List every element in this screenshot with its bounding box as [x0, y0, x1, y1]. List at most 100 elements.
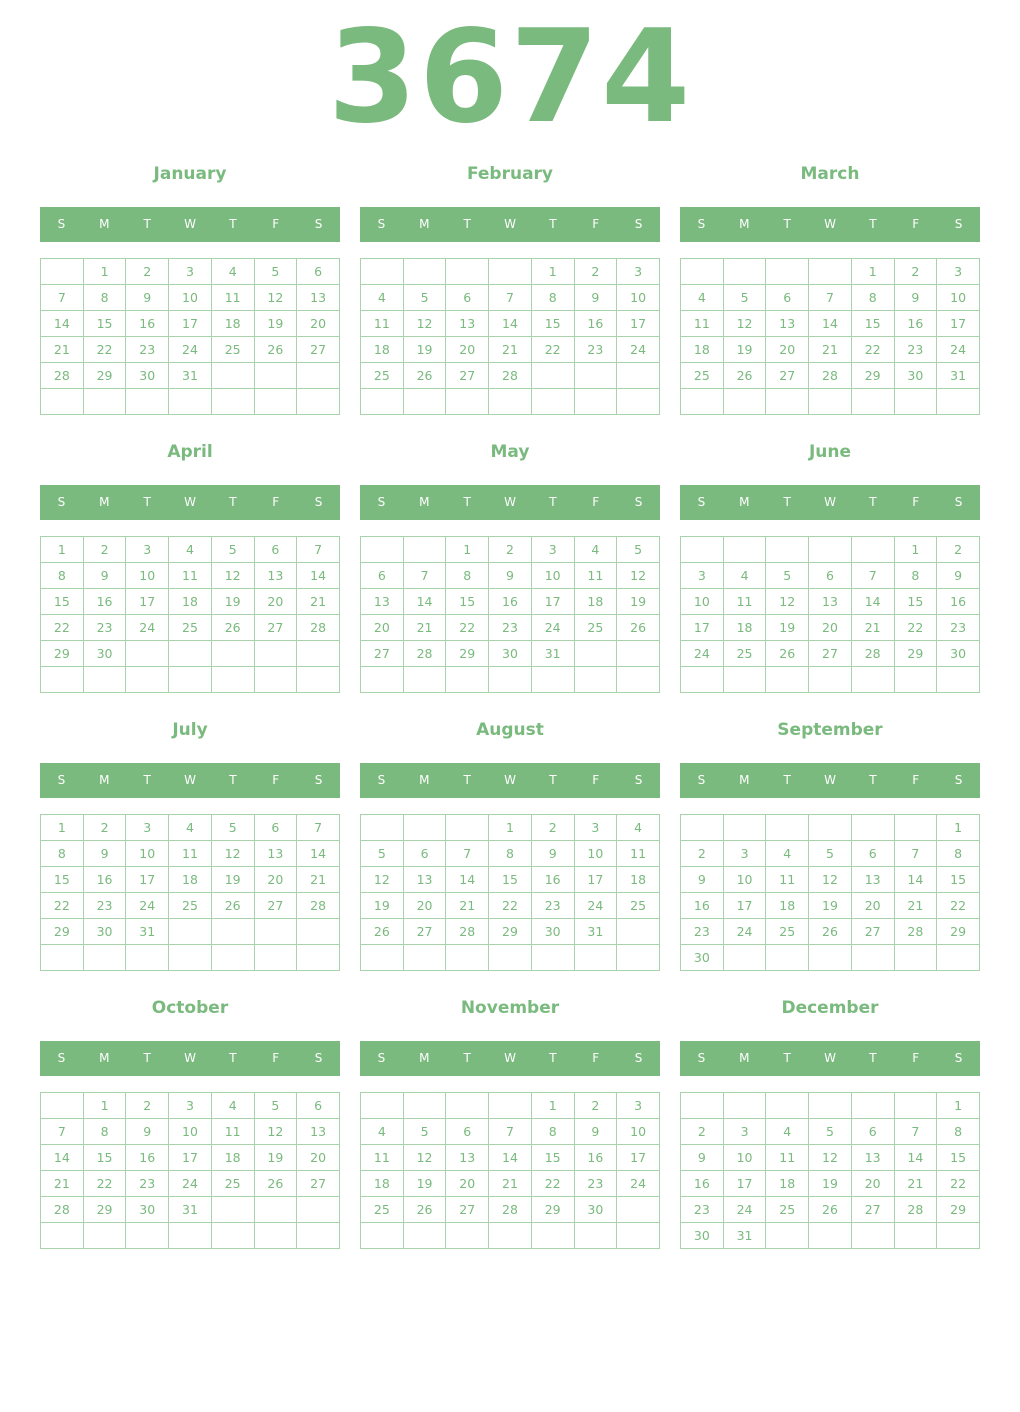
day-cell[interactable]: 24 — [168, 336, 212, 363]
day-cell[interactable]: 14 — [402, 588, 447, 615]
day-cell[interactable]: 16 — [936, 588, 980, 615]
day-cell[interactable]: 9 — [680, 1144, 724, 1171]
day-cell[interactable]: 26 — [402, 1196, 447, 1223]
day-cell[interactable]: 19 — [360, 892, 404, 919]
day-cell[interactable]: 26 — [360, 918, 404, 945]
day-cell[interactable]: 1 — [530, 258, 575, 285]
day-cell[interactable]: 18 — [360, 336, 404, 363]
day-cell[interactable]: 23 — [573, 336, 618, 363]
day-cell[interactable]: 27 — [402, 918, 447, 945]
day-cell[interactable]: 15 — [936, 1144, 980, 1171]
day-cell[interactable]: 12 — [360, 866, 404, 893]
day-cell[interactable]: 11 — [360, 1144, 404, 1171]
day-cell[interactable]: 30 — [680, 944, 724, 971]
day-cell[interactable]: 24 — [125, 892, 170, 919]
day-cell[interactable]: 12 — [402, 1144, 447, 1171]
day-cell[interactable]: 19 — [808, 892, 852, 919]
day-cell[interactable]: 14 — [850, 588, 895, 615]
day-cell[interactable]: 8 — [530, 1118, 575, 1145]
day-cell[interactable]: 10 — [616, 1118, 660, 1145]
day-cell[interactable]: 28 — [40, 1196, 84, 1223]
day-cell[interactable]: 9 — [530, 840, 575, 867]
day-cell[interactable]: 24 — [573, 892, 618, 919]
day-cell[interactable]: 17 — [168, 310, 212, 337]
day-cell[interactable]: 10 — [125, 562, 170, 589]
day-cell[interactable]: 18 — [765, 1170, 810, 1197]
day-cell[interactable]: 5 — [402, 284, 447, 311]
day-cell[interactable]: 30 — [125, 362, 170, 389]
day-cell[interactable]: 27 — [360, 640, 404, 667]
day-cell[interactable]: 16 — [82, 866, 127, 893]
day-cell[interactable]: 6 — [850, 840, 895, 867]
day-cell[interactable]: 1 — [40, 814, 84, 841]
day-cell[interactable]: 15 — [82, 310, 127, 337]
day-cell[interactable]: 5 — [616, 536, 660, 563]
day-cell[interactable]: 9 — [680, 866, 724, 893]
day-cell[interactable]: 15 — [530, 1144, 575, 1171]
day-cell[interactable]: 9 — [82, 840, 127, 867]
day-cell[interactable]: 11 — [360, 310, 404, 337]
day-cell[interactable]: 20 — [360, 614, 404, 641]
day-cell[interactable]: 18 — [722, 614, 767, 641]
day-cell[interactable]: 23 — [125, 336, 170, 363]
day-cell[interactable]: 9 — [82, 562, 127, 589]
day-cell[interactable]: 10 — [680, 588, 724, 615]
day-cell[interactable]: 14 — [296, 562, 340, 589]
day-cell[interactable]: 17 — [616, 310, 660, 337]
day-cell[interactable]: 1 — [850, 258, 895, 285]
day-cell[interactable]: 4 — [168, 814, 212, 841]
day-cell[interactable]: 29 — [40, 918, 84, 945]
day-cell[interactable]: 19 — [253, 310, 298, 337]
day-cell[interactable]: 21 — [808, 336, 852, 363]
day-cell[interactable]: 11 — [573, 562, 618, 589]
day-cell[interactable]: 6 — [445, 1118, 490, 1145]
day-cell[interactable]: 3 — [125, 536, 170, 563]
day-cell[interactable]: 28 — [893, 918, 938, 945]
day-cell[interactable]: 25 — [573, 614, 618, 641]
day-cell[interactable]: 15 — [40, 866, 84, 893]
day-cell[interactable]: 5 — [210, 536, 255, 563]
day-cell[interactable]: 11 — [168, 562, 212, 589]
day-cell[interactable]: 29 — [530, 1196, 575, 1223]
day-cell[interactable]: 15 — [530, 310, 575, 337]
day-cell[interactable]: 3 — [168, 1092, 212, 1119]
day-cell[interactable]: 31 — [573, 918, 618, 945]
day-cell[interactable]: 23 — [893, 336, 938, 363]
day-cell[interactable]: 18 — [680, 336, 724, 363]
day-cell[interactable]: 3 — [936, 258, 980, 285]
day-cell[interactable]: 31 — [125, 918, 170, 945]
day-cell[interactable]: 17 — [530, 588, 575, 615]
day-cell[interactable]: 15 — [936, 866, 980, 893]
day-cell[interactable]: 1 — [82, 258, 127, 285]
day-cell[interactable]: 3 — [722, 840, 767, 867]
day-cell[interactable]: 20 — [253, 588, 298, 615]
day-cell[interactable]: 17 — [125, 866, 170, 893]
day-cell[interactable]: 11 — [210, 284, 255, 311]
day-cell[interactable]: 24 — [722, 918, 767, 945]
day-cell[interactable]: 9 — [936, 562, 980, 589]
day-cell[interactable]: 12 — [210, 840, 255, 867]
day-cell[interactable]: 18 — [168, 866, 212, 893]
day-cell[interactable]: 14 — [445, 866, 490, 893]
day-cell[interactable]: 5 — [722, 284, 767, 311]
day-cell[interactable]: 23 — [125, 1170, 170, 1197]
day-cell[interactable]: 25 — [616, 892, 660, 919]
day-cell[interactable]: 7 — [850, 562, 895, 589]
day-cell[interactable]: 24 — [936, 336, 980, 363]
day-cell[interactable]: 22 — [936, 1170, 980, 1197]
day-cell[interactable]: 30 — [530, 918, 575, 945]
day-cell[interactable]: 26 — [616, 614, 660, 641]
day-cell[interactable]: 16 — [82, 588, 127, 615]
day-cell[interactable]: 16 — [125, 1144, 170, 1171]
day-cell[interactable]: 6 — [445, 284, 490, 311]
day-cell[interactable]: 6 — [850, 1118, 895, 1145]
day-cell[interactable]: 22 — [530, 1170, 575, 1197]
day-cell[interactable]: 4 — [616, 814, 660, 841]
day-cell[interactable]: 6 — [808, 562, 852, 589]
day-cell[interactable]: 18 — [168, 588, 212, 615]
day-cell[interactable]: 31 — [936, 362, 980, 389]
day-cell[interactable]: 21 — [40, 1170, 84, 1197]
day-cell[interactable]: 18 — [616, 866, 660, 893]
day-cell[interactable]: 12 — [765, 588, 810, 615]
day-cell[interactable]: 22 — [488, 892, 532, 919]
